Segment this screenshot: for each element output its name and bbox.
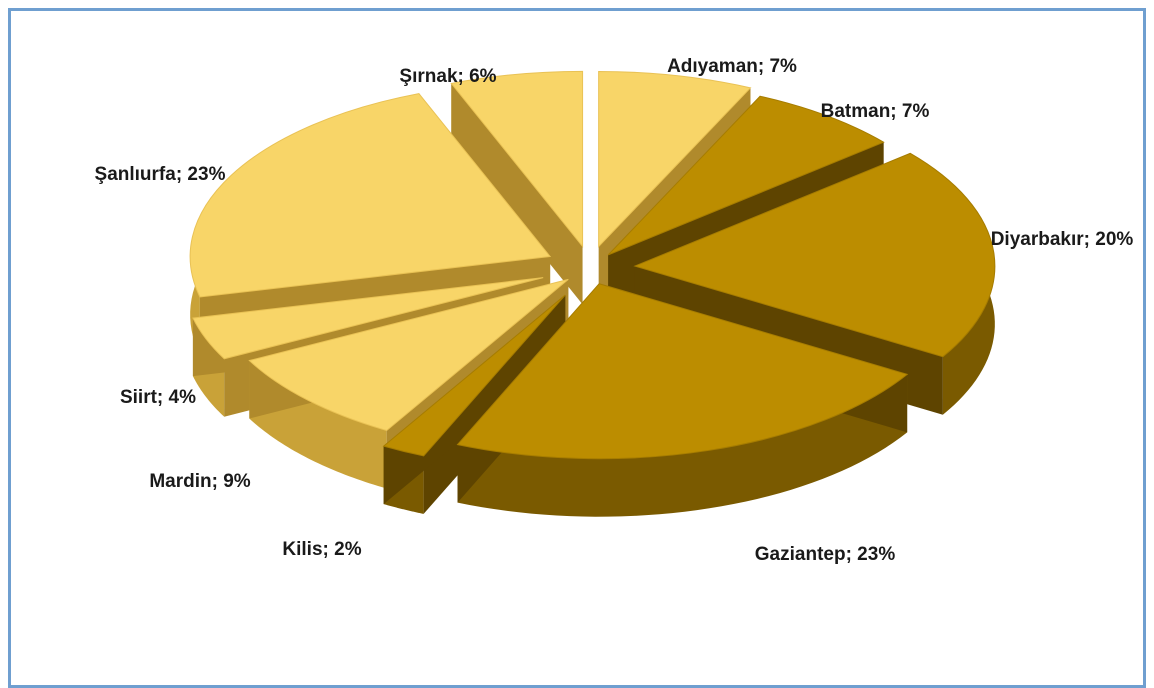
pie-slice-şanlıurfa xyxy=(189,93,552,298)
data-label: Adıyaman; 7% xyxy=(667,56,797,77)
pie-slice-mardin xyxy=(248,278,569,432)
pie-slice-adıyaman xyxy=(598,71,752,248)
data-label: Gaziantep; 23% xyxy=(755,544,896,565)
data-label: Şırnak; 6% xyxy=(399,66,496,87)
data-label: Diyarbakır; 20% xyxy=(991,229,1134,250)
pie-slice-şırnak xyxy=(450,70,584,248)
pie-slice-side xyxy=(457,374,908,517)
pie-slice-cut-face xyxy=(451,83,583,305)
pie-slice-batman xyxy=(607,95,885,256)
data-label: Kilis; 2% xyxy=(282,539,361,560)
data-label: Şanlıurfa; 23% xyxy=(95,164,226,185)
pie-slice-kilis xyxy=(382,294,566,457)
pie-slice-cut-face xyxy=(192,277,544,377)
pie-slice-gaziantep xyxy=(456,283,909,460)
pie-tops xyxy=(189,70,996,460)
data-label: Siirt; 4% xyxy=(120,387,196,408)
data-label: Batman; 7% xyxy=(821,101,930,122)
pie-slice-diyarbakır xyxy=(633,152,996,358)
pie-slice-siirt xyxy=(192,277,544,360)
pie-chart: Adıyaman; 7% Batman; 7% Diyarbakır; 20% Gaz… xyxy=(95,56,1134,565)
pie-labels: Adıyaman; 7% Batman; 7% Diyarbakır; 20% Gaz… xyxy=(95,56,1134,565)
data-label: Mardin; 9% xyxy=(149,471,250,492)
